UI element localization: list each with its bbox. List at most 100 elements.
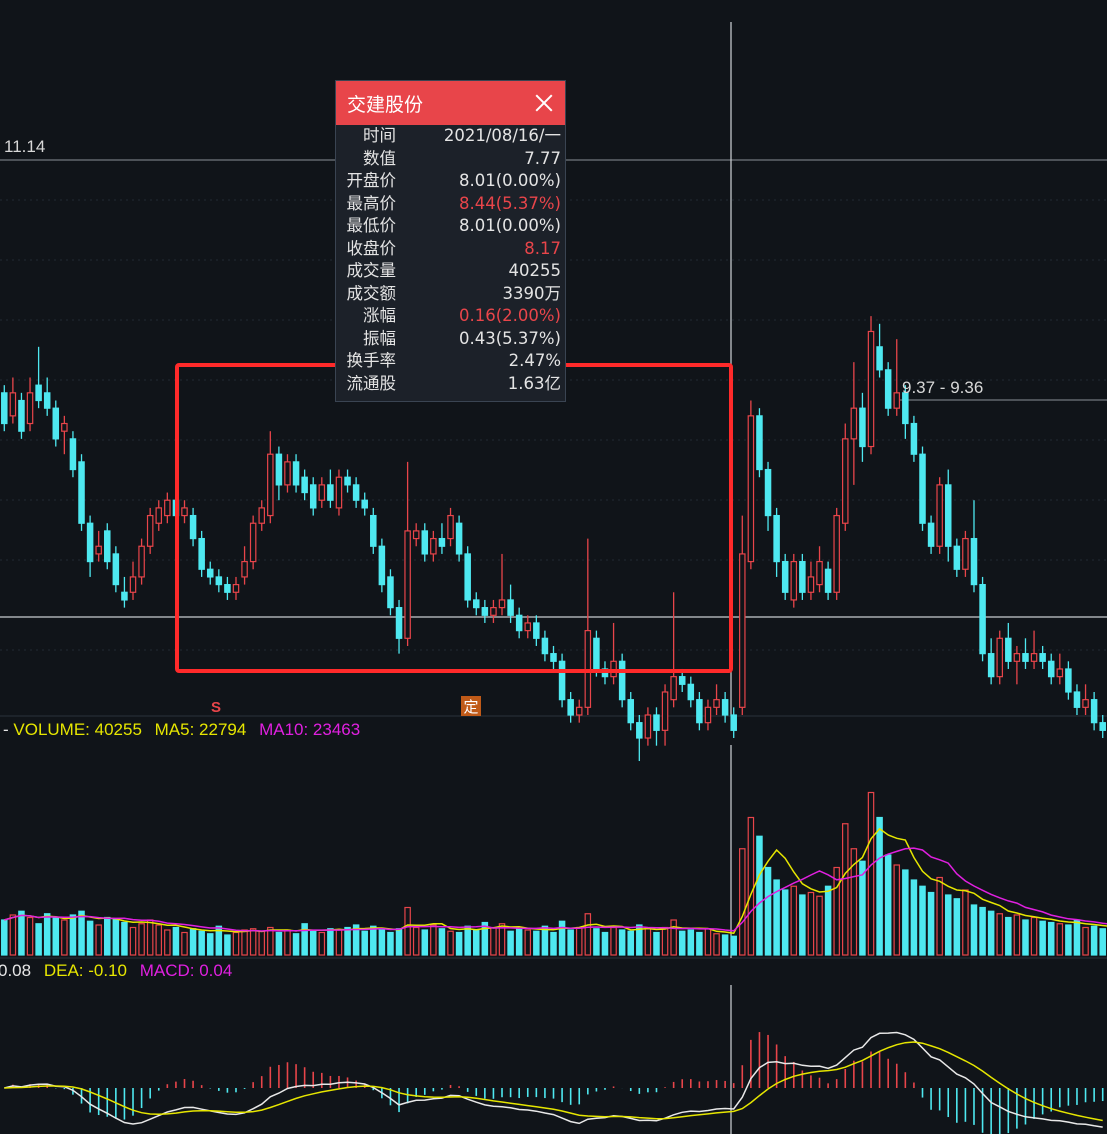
volume-bar bbox=[284, 929, 291, 956]
volume-bar bbox=[275, 931, 283, 956]
volume-bar bbox=[232, 931, 240, 956]
candle-body bbox=[781, 560, 789, 593]
volume-bar bbox=[876, 816, 883, 956]
tooltip-row-label: 涨幅 bbox=[363, 306, 396, 325]
tooltip-row-label: 成交量 bbox=[346, 261, 397, 280]
candle-body bbox=[867, 330, 875, 448]
candle-body bbox=[198, 537, 205, 570]
volume-bar bbox=[181, 931, 188, 956]
volume-bar bbox=[601, 931, 609, 956]
volume-bar bbox=[953, 898, 961, 956]
volume-bar bbox=[1, 919, 8, 956]
tooltip-row-value: 8.01(0.00%) bbox=[458, 216, 561, 235]
candle-body bbox=[104, 530, 111, 563]
tooltip-row-value: 8.17 bbox=[524, 238, 561, 258]
candle-body bbox=[164, 499, 171, 517]
candle-body bbox=[1065, 668, 1072, 693]
candle-body bbox=[86, 522, 94, 563]
tooltip-row: 最低价 8.01(0.00%) bbox=[336, 215, 565, 238]
candle-body bbox=[69, 438, 77, 471]
volume-bar bbox=[739, 848, 746, 956]
volume-bar bbox=[902, 869, 909, 956]
volume-bar bbox=[610, 926, 617, 956]
candle-body bbox=[232, 584, 240, 593]
volume-bar bbox=[361, 930, 368, 956]
volume-bar bbox=[919, 885, 926, 956]
candle-body bbox=[533, 622, 540, 639]
svg-text:- VOLUME: 40255 M: - VOLUME: 40255 MA5: 22794 MA10: 23463 bbox=[3, 720, 360, 739]
volume-bar bbox=[850, 848, 858, 956]
candle-body bbox=[61, 422, 68, 432]
volume-bar bbox=[378, 929, 386, 956]
candle-body bbox=[301, 476, 308, 494]
volume-bar bbox=[447, 930, 454, 956]
data-tooltip: 交建股份 时间 2021/08/16/一 数值 7.77 开盘价 8.01(0.00%) 最… bbox=[335, 80, 566, 402]
volume-bar bbox=[1065, 924, 1072, 956]
volume-bar bbox=[318, 931, 326, 956]
candle-body bbox=[498, 599, 506, 609]
tooltip-row: 换手率 2.47% bbox=[336, 350, 565, 373]
volume-bar bbox=[584, 913, 592, 956]
candle-body bbox=[292, 461, 300, 486]
volume-bar bbox=[43, 913, 51, 956]
volume-bar bbox=[687, 929, 695, 956]
candle-body bbox=[636, 722, 643, 739]
volume-bar bbox=[799, 894, 806, 956]
volume-bar bbox=[1030, 916, 1038, 956]
candle-body bbox=[129, 576, 137, 593]
candle-body bbox=[344, 476, 351, 486]
volume-bar bbox=[927, 891, 935, 956]
volume-bar bbox=[490, 926, 497, 956]
tooltip-row-label: 最高价 bbox=[346, 193, 397, 213]
candle-body bbox=[26, 392, 34, 425]
volume-bar bbox=[206, 933, 214, 956]
volume-bar bbox=[1056, 923, 1064, 956]
candle-body bbox=[189, 514, 197, 540]
volume-bar bbox=[26, 916, 34, 956]
candle-body bbox=[1013, 653, 1021, 662]
candle-body bbox=[181, 507, 188, 517]
marker-s-icon: S bbox=[211, 699, 221, 716]
volume-bar bbox=[327, 928, 334, 956]
volume-bar bbox=[164, 929, 171, 956]
volume-bar bbox=[258, 930, 265, 956]
volume-bar bbox=[541, 925, 549, 956]
volume-bar bbox=[18, 910, 25, 956]
candle-body bbox=[524, 622, 532, 632]
candle-body bbox=[1047, 660, 1055, 678]
tooltip-row-label: 成交额 bbox=[346, 283, 397, 303]
macd-dif-label: 0.08 bbox=[0, 961, 31, 980]
volume-bar bbox=[52, 916, 60, 956]
volume-bar bbox=[515, 928, 523, 956]
volume-bar bbox=[412, 926, 420, 956]
candle-body bbox=[284, 461, 291, 486]
volume-bar bbox=[550, 931, 557, 956]
tooltip-row-value: 7.77 bbox=[524, 148, 561, 168]
candle-body bbox=[747, 415, 755, 563]
close-icon[interactable] bbox=[533, 92, 555, 114]
volume-bar bbox=[1099, 928, 1106, 956]
tooltip-row: 振幅 0.43(5.37%) bbox=[336, 328, 565, 351]
candle-body bbox=[756, 415, 763, 471]
candle-body bbox=[884, 369, 892, 409]
candle-body bbox=[18, 399, 25, 432]
volume-bar bbox=[507, 930, 514, 956]
volume-bar bbox=[653, 931, 660, 956]
volume-bar bbox=[481, 921, 489, 956]
volume-bar bbox=[636, 924, 643, 956]
candle-body bbox=[764, 468, 772, 517]
candle-body bbox=[490, 607, 497, 616]
candle-body bbox=[661, 691, 669, 731]
candle-body bbox=[919, 453, 926, 524]
candle-body bbox=[799, 560, 806, 593]
volume-bar bbox=[1013, 914, 1021, 956]
volume-bar bbox=[387, 931, 394, 956]
volume-bar bbox=[790, 885, 798, 956]
volume-ma5-label: MA5: 22794 bbox=[155, 720, 247, 739]
candle-body bbox=[146, 514, 154, 547]
volume-bar bbox=[146, 919, 154, 956]
volume-bar bbox=[575, 926, 583, 956]
tooltip-row-value: 8.01(0.00%) bbox=[458, 171, 561, 190]
volume-bar bbox=[1039, 920, 1046, 956]
volume-bar bbox=[473, 929, 480, 956]
